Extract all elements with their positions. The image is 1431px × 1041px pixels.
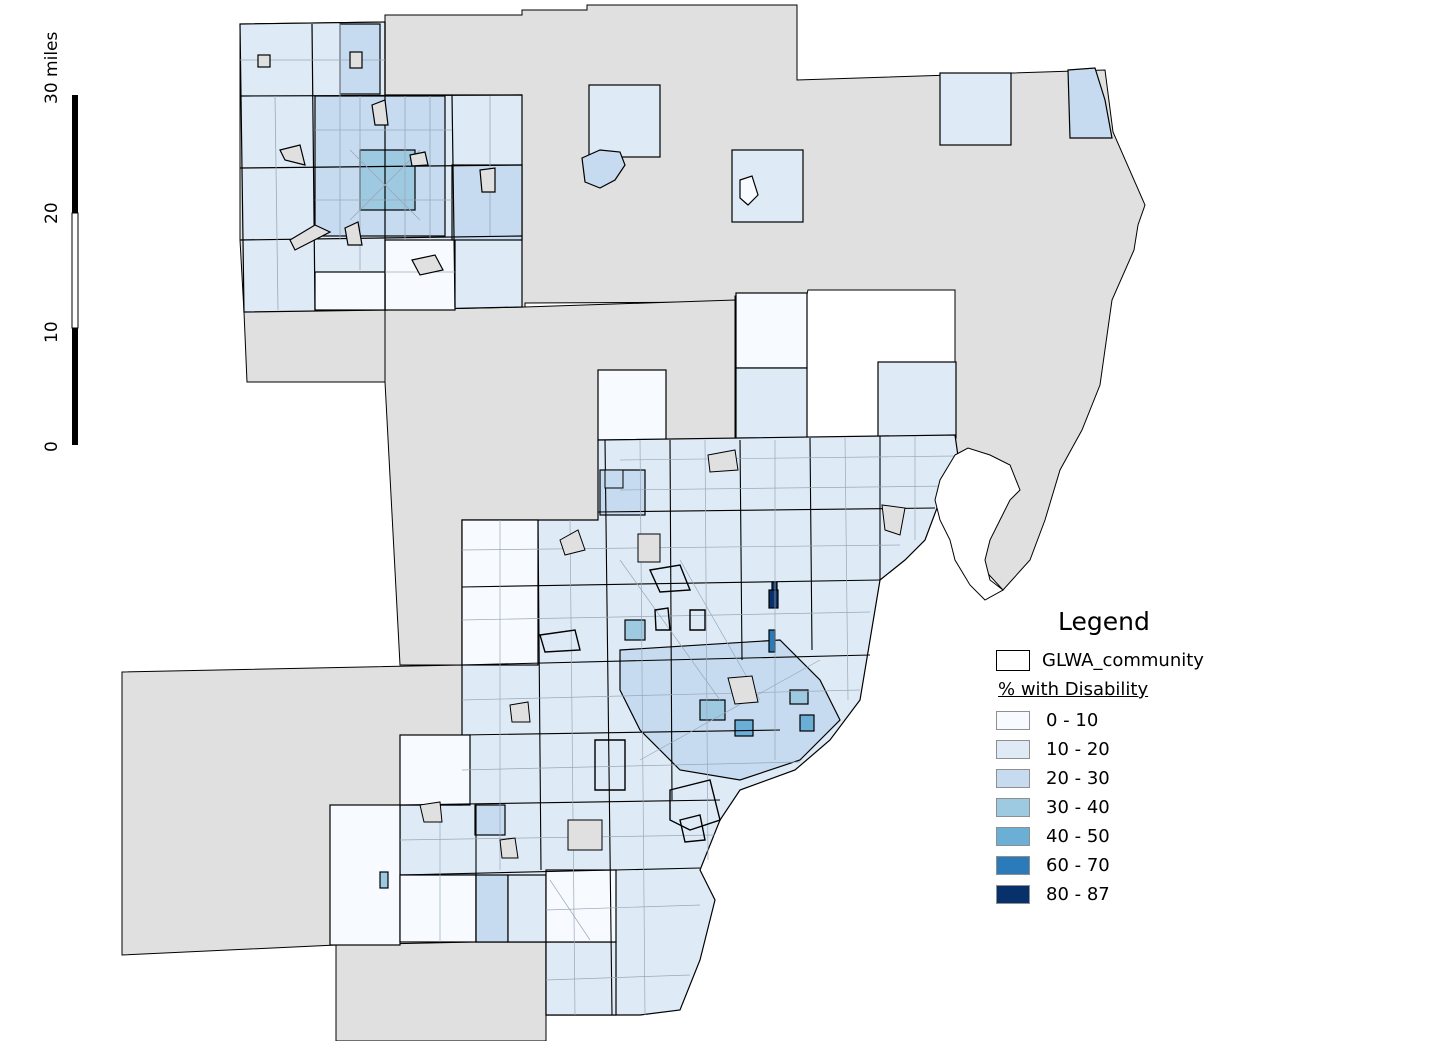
- scale-label-30-miles: 30 miles: [42, 31, 62, 104]
- legend-class-entry: 40 - 50: [996, 822, 1226, 851]
- legend-class-swatch: [996, 827, 1030, 846]
- legend-boundary-entry: GLWA_community: [996, 646, 1226, 675]
- legend-class-label: 30 - 40: [1046, 797, 1110, 818]
- legend-class-entry: 0 - 10: [996, 706, 1226, 735]
- county-northeast: [939, 67, 1113, 146]
- legend-label-boundary: GLWA_community: [1042, 650, 1204, 671]
- legend-class-swatch: [996, 798, 1030, 817]
- legend-swatch-boundary: [996, 650, 1030, 671]
- map-legend: Legend GLWA_community % with Disability …: [996, 606, 1226, 909]
- scale-label-10: 10: [42, 321, 62, 343]
- legend-class-label: 80 - 87: [1046, 884, 1110, 905]
- scale-label-20: 20: [42, 202, 62, 224]
- legend-choropleth-title: % with Disability: [998, 679, 1149, 700]
- legend-class-entry: 60 - 70: [996, 851, 1226, 880]
- county-northwest: [239, 21, 523, 313]
- legend-class-entry: 80 - 87: [996, 880, 1226, 909]
- legend-class-swatch: [996, 769, 1030, 788]
- legend-class-swatch: [996, 856, 1030, 875]
- legend-class-label: 60 - 70: [1046, 855, 1110, 876]
- legend-class-label: 0 - 10: [1046, 710, 1099, 731]
- legend-class-entry: 10 - 20: [996, 735, 1226, 764]
- legend-class-entry: 30 - 40: [996, 793, 1226, 822]
- scale-bar: [71, 95, 79, 445]
- county-southeast: [329, 292, 961, 1016]
- scale-label-0: 0: [42, 441, 62, 452]
- legend-class-label: 10 - 20: [1046, 739, 1110, 760]
- legend-class-entry: 20 - 30: [996, 764, 1226, 793]
- legend-class-swatch: [996, 711, 1030, 730]
- legend-class-label: 20 - 30: [1046, 768, 1110, 789]
- legend-class-label: 40 - 50: [1046, 826, 1110, 847]
- legend-class-swatch: [996, 885, 1030, 904]
- county-north-center: [581, 84, 804, 223]
- lake-st-clair: [934, 447, 1021, 601]
- legend-title: Legend: [1058, 607, 1150, 636]
- legend-classes: 0 - 10 10 - 20 20 - 30 30 - 40 40 - 50 60 - 7…: [996, 706, 1226, 909]
- legend-class-swatch: [996, 740, 1030, 759]
